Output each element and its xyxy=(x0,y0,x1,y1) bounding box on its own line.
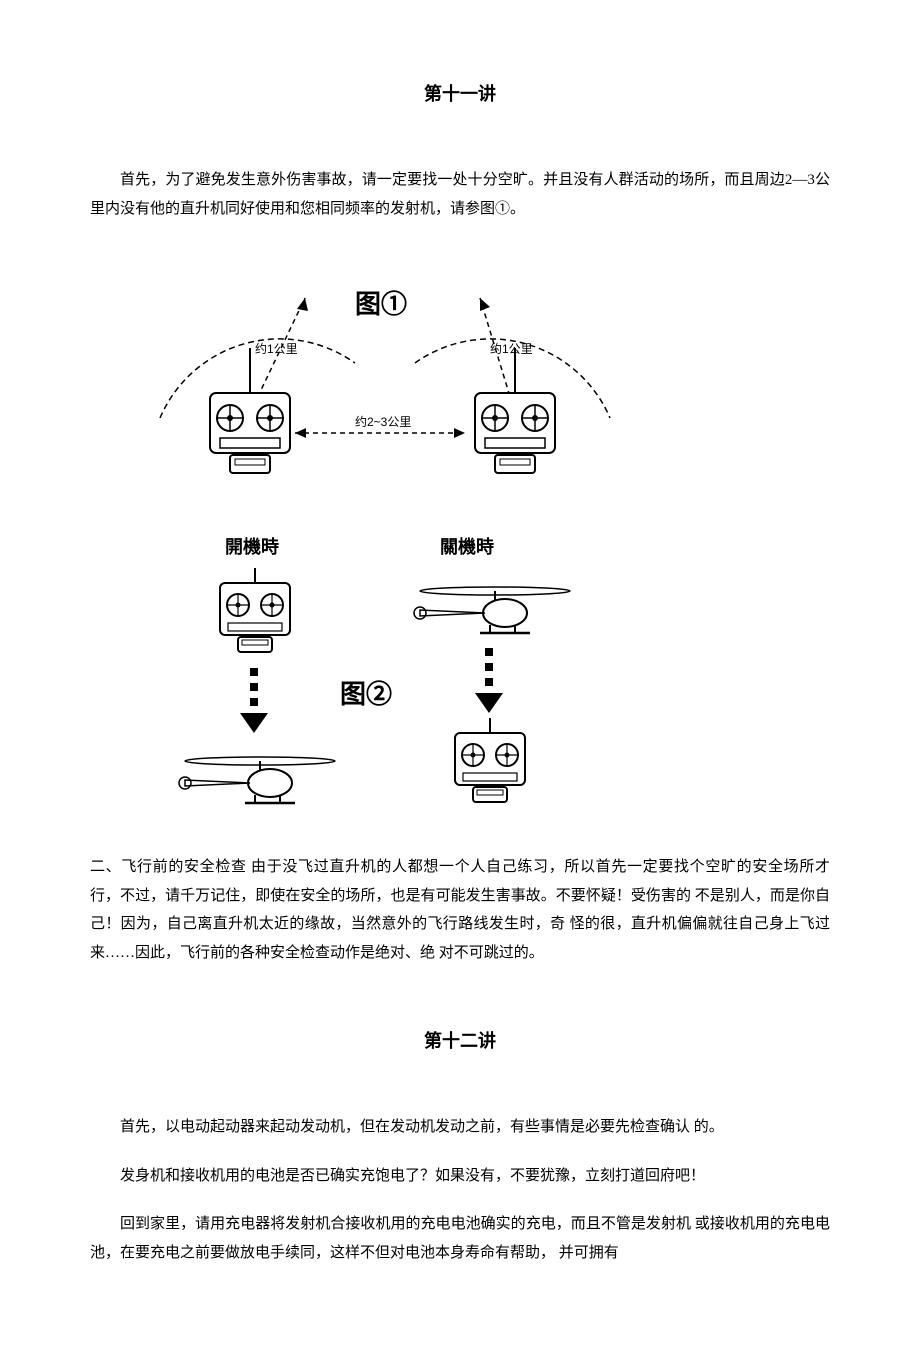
right-bottom-transmitter-icon xyxy=(455,718,525,802)
lecture-12-para-2: 发身机和接收机用的电池是否已确实充饱电了？如果没有，不要犹豫，立刻打道回府吧！ xyxy=(90,1162,830,1191)
lecture-11-para-2: 二、飞行前的安全检查 由于没飞过直升机的人都想一个人自己练习，所以首先一定要找个… xyxy=(90,853,830,967)
right-radius-label: 约1公里 xyxy=(490,341,533,356)
left-bottom-helicopter-icon xyxy=(179,757,335,803)
left-arrow-down-icon xyxy=(240,668,268,733)
section-gap xyxy=(90,987,830,1027)
figure-2-block: 開機時 關機時 图② xyxy=(130,528,830,823)
lecture-11-title: 第十一讲 xyxy=(90,80,830,106)
figure-2-left-title: 開機時 xyxy=(225,536,279,557)
figure-1-label: 图① xyxy=(355,289,407,319)
distance-arrow-left xyxy=(295,428,306,438)
lecture-12-para-3: 回到家里，请用充电器将发射机合接收机用的充电电池确实的充电，而且不管是发射机 或… xyxy=(90,1210,830,1267)
figure-2-label: 图② xyxy=(340,679,392,709)
distance-label: 约2~3公里 xyxy=(355,414,411,429)
left-radius-arrowhead xyxy=(297,298,308,311)
figure-2-right-title: 關機時 xyxy=(440,536,494,557)
left-top-transmitter-icon xyxy=(220,568,290,652)
lecture-12-title: 第十二讲 xyxy=(90,1027,830,1053)
document-page: 第十一讲 首先，为了避免发生意外伤害事故，请一定要找一处十分空旷。并且没有人群活… xyxy=(0,0,920,1347)
left-radius-label: 约1公里 xyxy=(255,341,298,356)
right-transmitter-icon xyxy=(475,348,555,473)
figure-1-block: 约1公里 约1公里 约2~3公里 图① xyxy=(130,243,830,498)
figure-2-svg: 開機時 關機時 图② xyxy=(130,528,630,818)
right-arrow-down-icon xyxy=(475,648,503,713)
figure-1-svg: 约1公里 约1公里 约2~3公里 图① xyxy=(130,243,630,493)
lecture-12-para-1: 首先，以电动起动器来起动发动机，但在发动机发动之前，有些事情是必要先检查确认 的… xyxy=(90,1113,830,1142)
right-radius-arrowhead xyxy=(480,298,490,311)
right-top-helicopter-icon xyxy=(414,587,570,633)
lecture-11-para-1: 首先，为了避免发生意外伤害事故，请一定要找一处十分空旷。并且没有人群活动的场所，… xyxy=(90,166,830,223)
distance-arrow-right xyxy=(454,428,465,438)
left-transmitter-icon xyxy=(210,348,290,473)
